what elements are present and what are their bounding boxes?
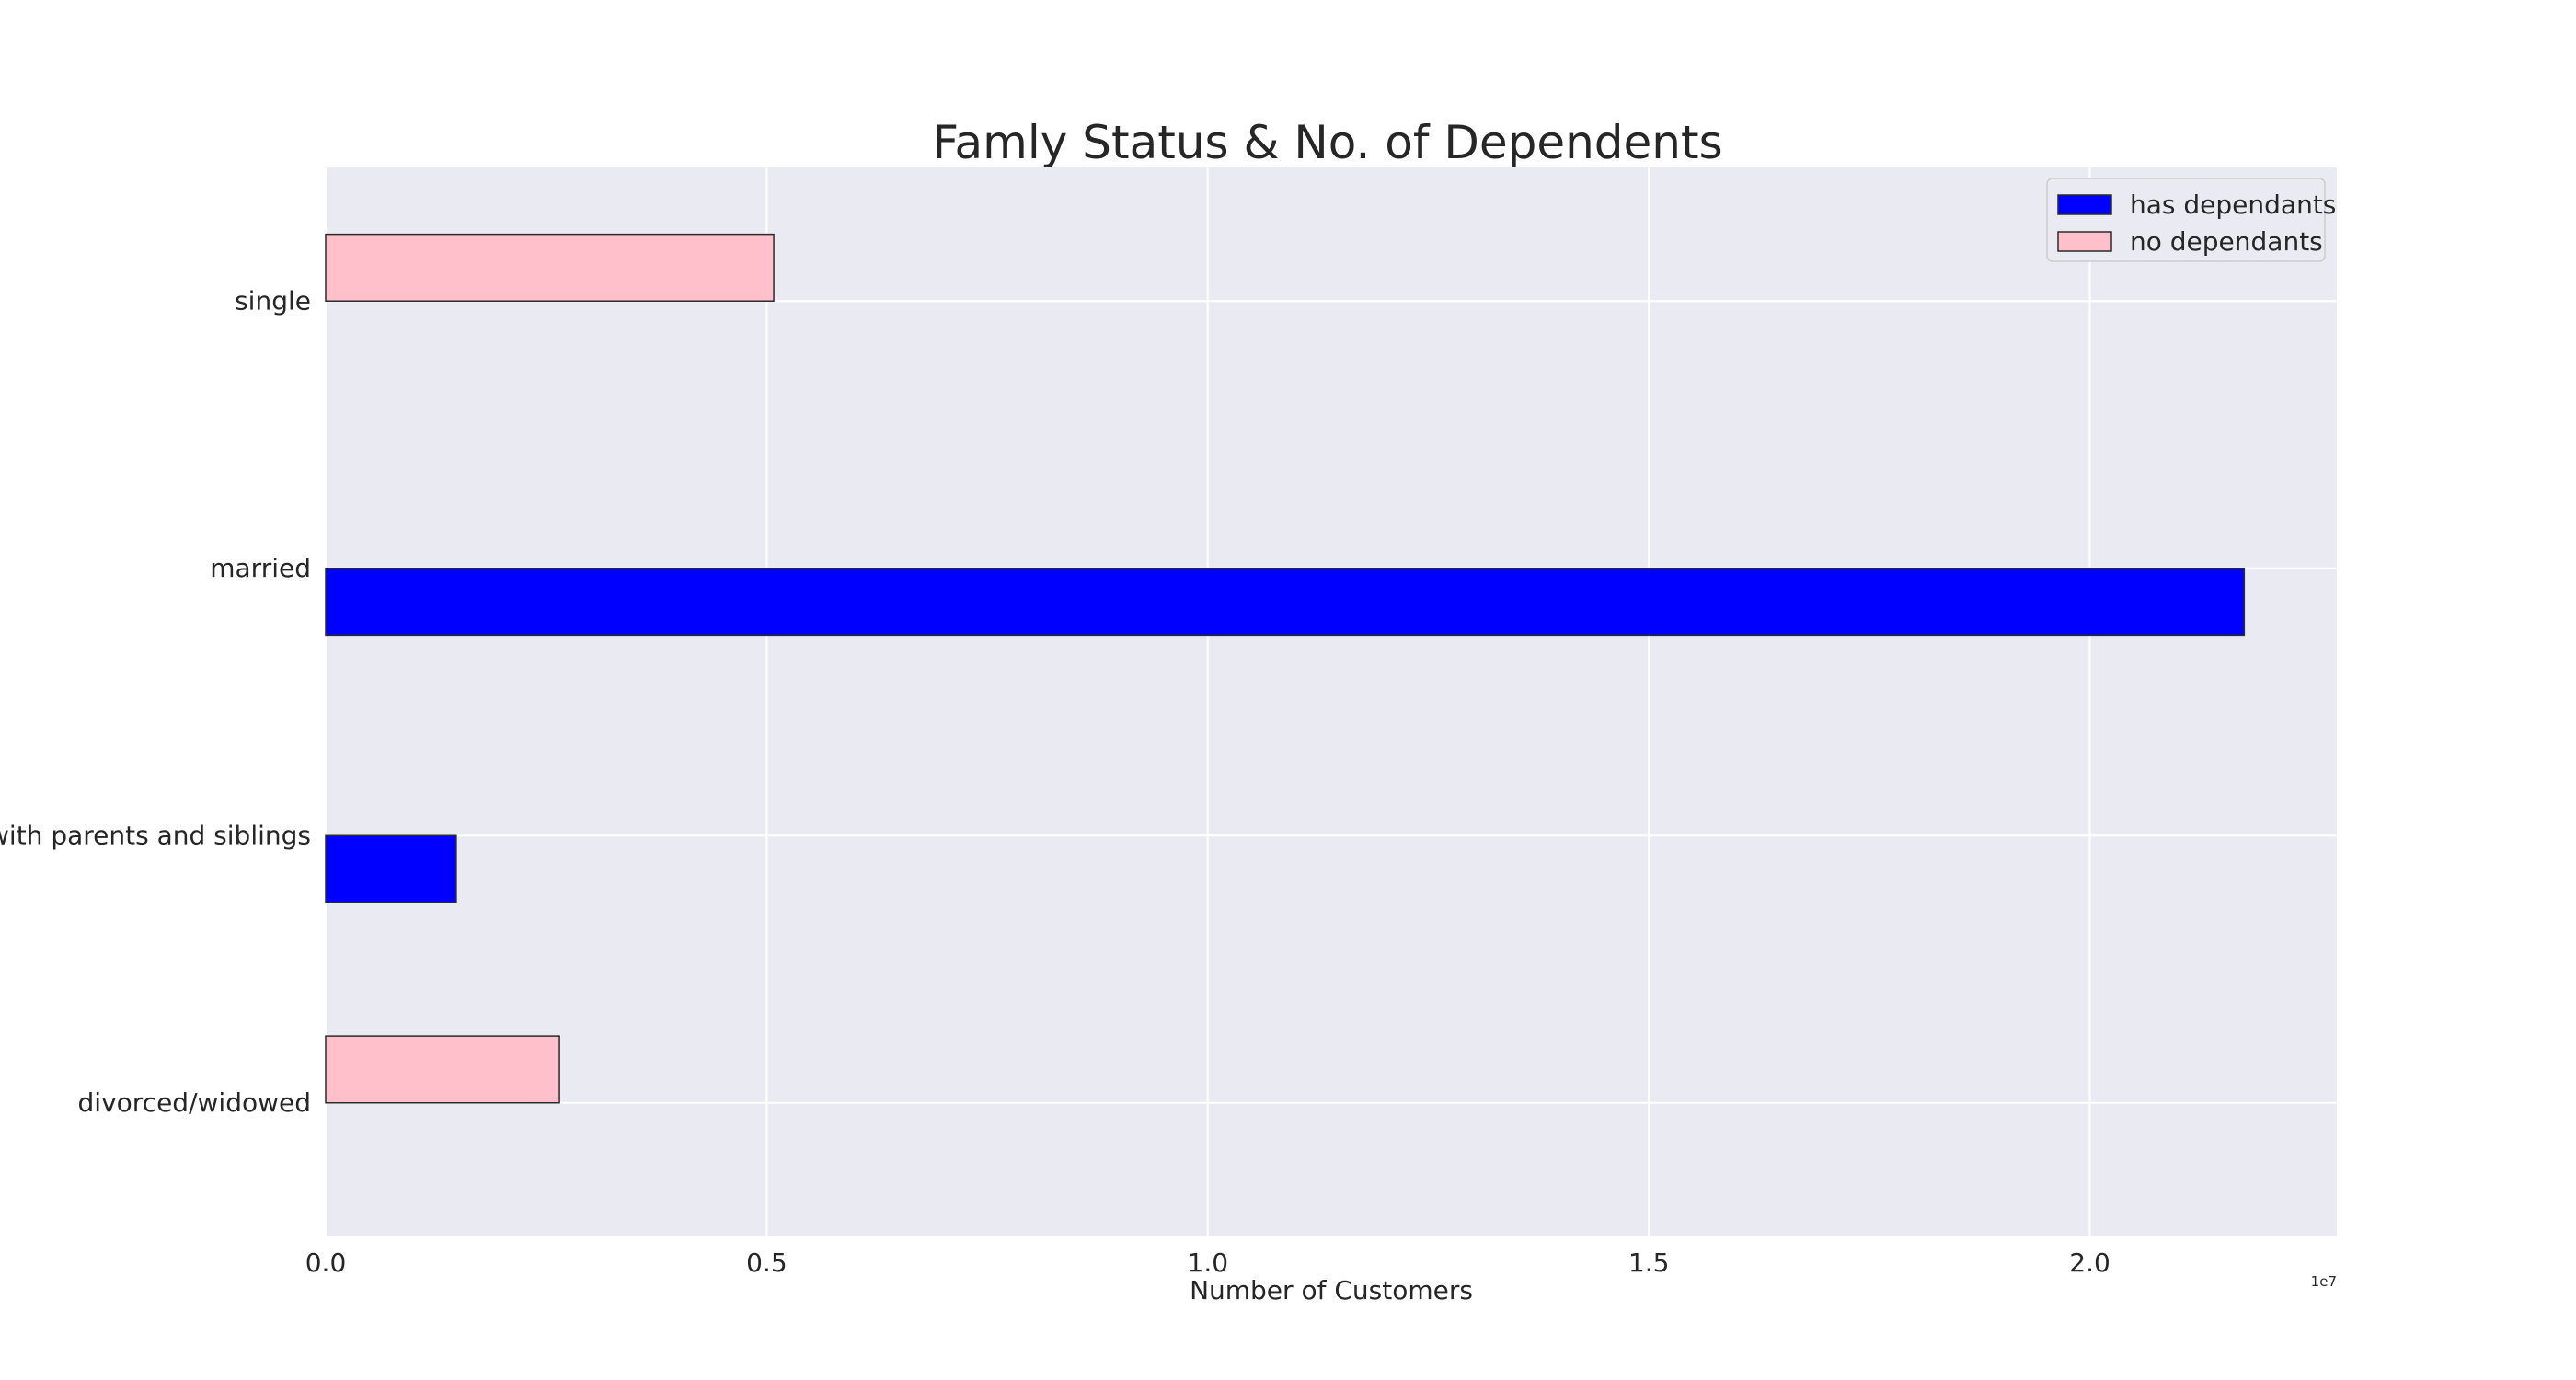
chart-title: Famly Status & No. of Dependents	[932, 116, 1722, 169]
bar-has-dependants	[325, 834, 457, 903]
legend-swatch	[2057, 194, 2112, 215]
x-axis-ticks: 0.0 0.5 1.0 1.5 2.0	[305, 1248, 2110, 1278]
legend: has dependants no dependants	[2046, 178, 2336, 262]
y-tick-label: divorced/widowed	[78, 1087, 311, 1118]
y-tick-label: living with parents and siblings	[0, 820, 311, 850]
y-tick-label: married	[210, 553, 311, 583]
plot-area	[326, 167, 2337, 1236]
x-axis-offset-label: 1e7	[2311, 1273, 2337, 1290]
x-tick-label: 2.0	[2069, 1248, 2110, 1278]
x-tick-label: 0.0	[305, 1248, 347, 1278]
x-tick-label: 1.0	[1188, 1248, 1229, 1278]
bars	[325, 233, 2246, 1104]
x-tick-label: 0.5	[746, 1248, 788, 1278]
legend-label: has dependants	[2130, 190, 2336, 220]
legend-label: no dependants	[2130, 226, 2323, 257]
bar-no-dependants	[325, 1035, 560, 1104]
bar-has-dependants	[325, 568, 2246, 637]
legend-box	[2046, 178, 2326, 262]
y-tick-label: single	[235, 285, 311, 316]
x-axis-label: Number of Customers	[1190, 1275, 1473, 1305]
legend-swatch	[2057, 231, 2112, 252]
y-axis-ticks: single married living with parents and sib…	[0, 285, 311, 1118]
x-tick-label: 1.5	[1628, 1248, 1670, 1278]
bar-no-dependants	[325, 233, 775, 302]
